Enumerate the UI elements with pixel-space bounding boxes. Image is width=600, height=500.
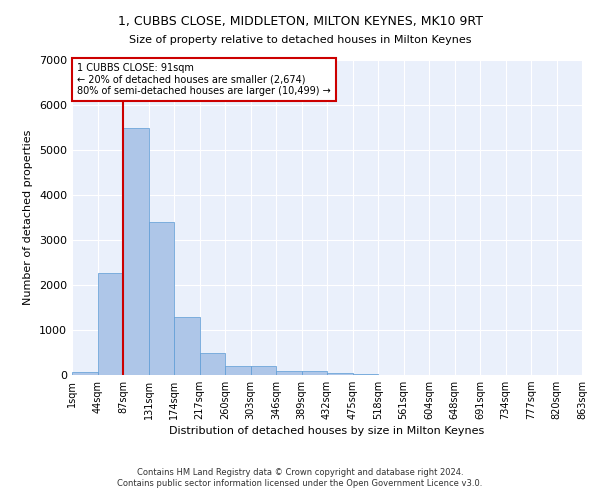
- Bar: [225, 366, 251, 375]
- Bar: [199, 352, 225, 375]
- Bar: [149, 222, 174, 375]
- Bar: [97, 273, 123, 375]
- Bar: [123, 128, 149, 375]
- Bar: [276, 370, 302, 375]
- Bar: [353, 374, 378, 375]
- Bar: [327, 373, 353, 375]
- Bar: [174, 316, 199, 375]
- Bar: [251, 366, 276, 375]
- X-axis label: Distribution of detached houses by size in Milton Keynes: Distribution of detached houses by size …: [169, 426, 485, 436]
- Text: Size of property relative to detached houses in Milton Keynes: Size of property relative to detached ho…: [129, 35, 471, 45]
- Text: Contains HM Land Registry data © Crown copyright and database right 2024.
Contai: Contains HM Land Registry data © Crown c…: [118, 468, 482, 487]
- Bar: [72, 372, 97, 375]
- Bar: [302, 372, 327, 375]
- Y-axis label: Number of detached properties: Number of detached properties: [23, 130, 34, 305]
- Text: 1, CUBBS CLOSE, MIDDLETON, MILTON KEYNES, MK10 9RT: 1, CUBBS CLOSE, MIDDLETON, MILTON KEYNES…: [118, 15, 482, 28]
- Text: 1 CUBBS CLOSE: 91sqm
← 20% of detached houses are smaller (2,674)
80% of semi-de: 1 CUBBS CLOSE: 91sqm ← 20% of detached h…: [77, 63, 331, 96]
